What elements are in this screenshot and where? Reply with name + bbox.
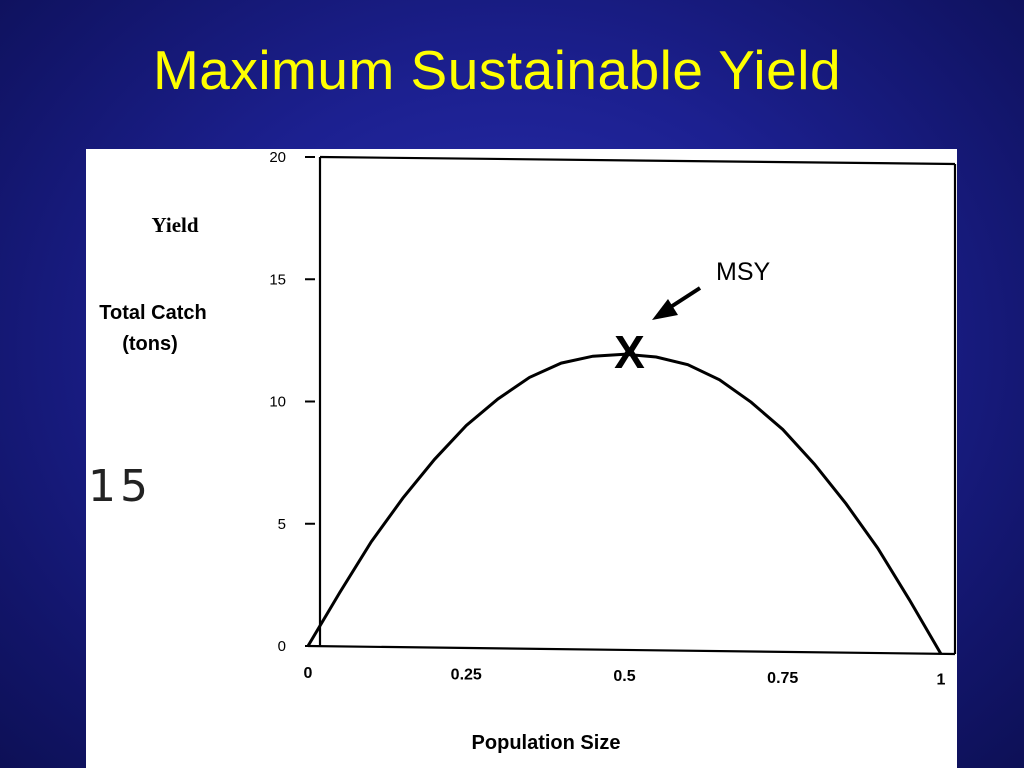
msy-chart: 0 5 10 15 20 0 0.25 0.5 0.75 1 X MSY Yield Total… — [88, 149, 957, 754]
y-axis-subtitle-line2: (tons) — [122, 333, 178, 355]
x-tick-label: 0.75 — [767, 670, 798, 687]
x-tick-label: 0 — [304, 665, 313, 682]
top-frame-line — [319, 155, 956, 166]
y-tick-label: 20 — [269, 149, 286, 166]
msy-label: MSY — [716, 258, 771, 286]
y-tick-label: 0 — [278, 638, 286, 655]
y-tick-label: 5 — [278, 516, 286, 533]
msy-marker: X — [614, 326, 645, 378]
x-tick-label: 1 — [937, 671, 946, 688]
y-tick-label: 10 — [269, 394, 286, 411]
x-tick-label: 0.25 — [451, 667, 482, 684]
handwritten-note: 15 — [88, 461, 152, 512]
yield-curve-line — [306, 352, 943, 655]
x-axis-line — [307, 644, 956, 656]
slide-title: Maximum Sustainable Yield — [152, 39, 842, 101]
y-tick-label: 15 — [269, 271, 286, 288]
chart-panel: 0 5 10 15 20 0 0.25 0.5 0.75 1 X MSY Yield Total… — [86, 149, 957, 768]
y-axis-subtitle-line1: Total Catch — [99, 302, 206, 324]
x-tick-label: 0.5 — [613, 668, 635, 685]
msy-arrow-head — [652, 299, 678, 320]
y-axis-title: Yield — [151, 213, 198, 237]
x-axis-title: Population Size — [472, 732, 621, 754]
